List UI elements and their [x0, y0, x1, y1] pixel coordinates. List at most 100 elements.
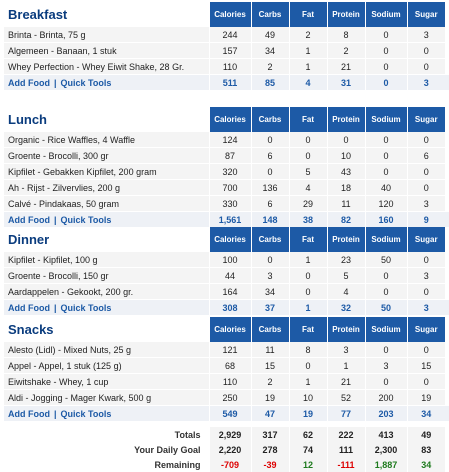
column-header-protein[interactable]: Protein [326, 227, 365, 252]
column-header-fat[interactable]: Fat [288, 227, 327, 252]
column-header-fat[interactable]: Fat [288, 2, 327, 27]
food-value-sugar: 19 [406, 389, 445, 406]
food-value-protein: 2 [326, 42, 365, 59]
food-value-calories: 44 [208, 267, 251, 284]
food-name-link[interactable]: Organic - Rice Waffles, 4 Waffle [4, 132, 209, 148]
food-row: Groente - Brocolli, 300 gr 87 6 0 10 0 6 [4, 147, 449, 164]
add-food-link[interactable]: Add Food [8, 408, 50, 419]
meal-total-fat: 19 [288, 405, 327, 421]
food-row: Organic - Rice Waffles, 4 Waffle 124 0 0 0 0 0 [4, 132, 449, 148]
add-food-link[interactable]: Add Food [8, 77, 50, 88]
column-header-protein[interactable]: Protein [326, 2, 365, 27]
column-header-protein[interactable]: Protein [326, 317, 365, 342]
meal-table-snacks: Snacks Calories Carbs Fat Protein Sodium Sugar… [4, 317, 449, 421]
food-value-fat: 5 [288, 163, 327, 180]
food-value-protein: 8 [326, 27, 365, 43]
column-header-sodium[interactable]: Sodium [364, 107, 407, 132]
food-name-link[interactable]: Eiwitshake - Whey, 1 cup [4, 373, 209, 390]
column-header-sugar[interactable]: Sugar [406, 227, 445, 252]
quick-tools-link[interactable]: Quick Tools [60, 214, 112, 225]
column-header-calories[interactable]: Calories [208, 2, 251, 27]
food-name-link[interactable]: Calvé - Pindakaas, 50 gram [4, 195, 209, 212]
food-value-carbs: 0 [250, 132, 289, 148]
food-name-link[interactable]: Algemeen - Banaan, 1 stuk [4, 42, 209, 59]
food-value-fat: 29 [288, 195, 327, 212]
food-row: Aardappelen - Gekookt, 200 gr. 164 34 0 4 0 0 [4, 283, 449, 300]
food-value-protein: 43 [326, 163, 365, 180]
food-value-protein: 21 [326, 373, 365, 390]
food-name-link[interactable]: Aardappelen - Gekookt, 200 gr. [4, 283, 209, 300]
add-food-link[interactable]: Add Food [8, 302, 50, 313]
food-value-sodium: 3 [364, 357, 407, 374]
food-value-sodium: 0 [364, 267, 407, 284]
meal-total-calories: 1,561 [208, 211, 251, 227]
summary-label-remaining: Remaining [154, 459, 201, 470]
food-value-fat: 8 [288, 342, 327, 358]
food-value-protein: 3 [326, 342, 365, 358]
separator: | [54, 77, 57, 88]
column-header-carbs[interactable]: Carbs [250, 227, 289, 252]
column-header-protein[interactable]: Protein [326, 107, 365, 132]
summary-goal-sodium: 2,300 [364, 442, 407, 457]
meal-table-breakfast: Breakfast Calories Carbs Fat Protein Sodium Su… [4, 2, 449, 90]
food-name-link[interactable]: Groente - Brocolli, 300 gr [4, 147, 209, 164]
food-name-link[interactable]: Kipfilet - Gebakken Kipfilet, 200 gram [4, 163, 209, 180]
meal-title: Dinner [8, 232, 50, 247]
food-row: Algemeen - Banaan, 1 stuk 157 34 1 2 0 0 [4, 42, 449, 59]
food-value-sodium: 0 [364, 147, 407, 164]
summary-goal-protein: 111 [326, 442, 365, 457]
meal-total-sugar: 3 [406, 74, 445, 90]
food-value-fat: 0 [288, 132, 327, 148]
meal-total-fat: 38 [288, 211, 327, 227]
food-value-fat: 1 [288, 373, 327, 390]
food-value-sugar: 3 [406, 27, 445, 43]
food-value-sodium: 50 [364, 252, 407, 268]
column-header-sodium[interactable]: Sodium [364, 317, 407, 342]
column-header-sugar[interactable]: Sugar [406, 2, 445, 27]
quick-tools-link[interactable]: Quick Tools [60, 408, 112, 419]
food-value-calories: 110 [208, 58, 251, 75]
food-value-sodium: 0 [364, 27, 407, 43]
column-header-sugar[interactable]: Sugar [406, 317, 445, 342]
food-name-link[interactable]: Ah - Rijst - Zilvervlies, 200 g [4, 179, 209, 196]
food-value-calories: 110 [208, 373, 251, 390]
food-value-protein: 21 [326, 58, 365, 75]
quick-tools-link[interactable]: Quick Tools [60, 302, 112, 313]
column-header-fat[interactable]: Fat [288, 317, 327, 342]
food-value-carbs: 0 [250, 252, 289, 268]
food-name-link[interactable]: Kipfilet - Kipfilet, 100 g [4, 252, 209, 268]
column-header-carbs[interactable]: Carbs [250, 317, 289, 342]
column-header-fat[interactable]: Fat [288, 107, 327, 132]
food-name-link[interactable]: Aldi - Jogging - Mager Kwark, 500 g [4, 389, 209, 406]
summary-goal-sugar: 83 [406, 442, 445, 457]
meal-total-calories: 308 [208, 299, 251, 315]
food-value-sodium: 200 [364, 389, 407, 406]
food-value-sodium: 0 [364, 283, 407, 300]
food-name-link[interactable]: Brinta - Brinta, 75 g [4, 27, 209, 43]
food-value-calories: 157 [208, 42, 251, 59]
meal-total-fat: 1 [288, 299, 327, 315]
food-row: Eiwitshake - Whey, 1 cup 110 2 1 21 0 0 [4, 373, 449, 390]
food-name-link[interactable]: Groente - Brocolli, 150 gr [4, 267, 209, 284]
food-value-calories: 87 [208, 147, 251, 164]
food-row: Aldi - Jogging - Mager Kwark, 500 g 250 19… [4, 389, 449, 406]
column-header-calories[interactable]: Calories [208, 227, 251, 252]
column-header-calories[interactable]: Calories [208, 107, 251, 132]
quick-tools-link[interactable]: Quick Tools [60, 77, 112, 88]
food-value-carbs: 6 [250, 147, 289, 164]
add-food-link[interactable]: Add Food [8, 214, 50, 225]
food-name-link[interactable]: Whey Perfection - Whey Eiwit Shake, 28 G… [4, 58, 209, 75]
column-header-carbs[interactable]: Carbs [250, 2, 289, 27]
column-header-sodium[interactable]: Sodium [364, 2, 407, 27]
column-header-sugar[interactable]: Sugar [406, 107, 445, 132]
meal-title: Snacks [8, 322, 54, 337]
food-value-carbs: 0 [250, 163, 289, 180]
daily-summary-table: Totals 2,929 317 62 222 413 49 Your Daily Goal 2… [4, 427, 449, 472]
column-header-sodium[interactable]: Sodium [364, 227, 407, 252]
food-value-sodium: 0 [364, 132, 407, 148]
food-name-link[interactable]: Alesto (Lidl) - Mixed Nuts, 25 g [4, 342, 209, 358]
column-header-calories[interactable]: Calories [208, 317, 251, 342]
column-header-carbs[interactable]: Carbs [250, 107, 289, 132]
food-name-link[interactable]: Appel - Appel, 1 stuk (125 g) [4, 357, 209, 374]
food-value-calories: 700 [208, 179, 251, 196]
